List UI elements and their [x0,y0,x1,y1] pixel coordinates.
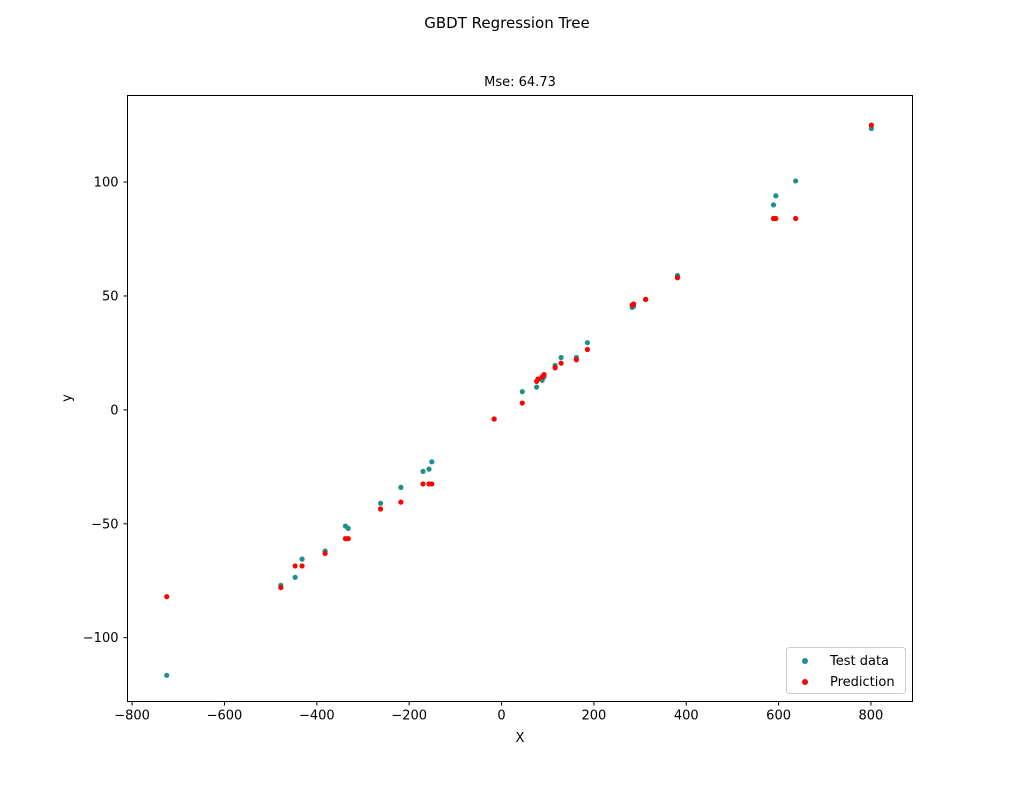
x-tick-label: 800 [859,709,884,724]
point-test-data [584,340,591,346]
point-prediction [643,296,649,302]
x-axis-ticks: −800 −600 −400 −200 0 200 400 600 800 [114,701,884,724]
x-axis-label: X [516,731,525,746]
point-prediction [491,416,497,422]
point-test-data [345,525,351,531]
point-prediction [278,584,284,591]
point-prediction [377,506,384,512]
point-test-data [426,466,432,472]
legend: Test data Prediction [786,647,906,694]
point-test-data [534,384,540,390]
point-prediction [398,499,404,505]
point-test-data [519,389,525,395]
point-prediction [552,365,558,371]
point-test-data [398,484,404,490]
point-test-data [420,468,426,475]
y-tick-label: 0 [110,403,118,418]
point-prediction [558,360,564,366]
x-tick-label: 200 [581,709,606,724]
x-tick-label: −600 [207,709,243,724]
point-test-data [793,178,799,184]
legend-marker-test-data [802,658,808,664]
point-prediction [674,275,681,281]
axes-frame [127,95,913,702]
point-prediction [420,481,426,487]
point-prediction [573,357,579,363]
x-tick-label: 0 [497,709,505,724]
point-test-data [773,193,779,199]
point-test-data [770,202,777,208]
y-tick-label: −50 [91,517,118,532]
point-prediction [322,550,328,557]
point-prediction [868,122,875,128]
point-test-data [377,500,384,506]
point-prediction [535,376,541,382]
y-tick-label: 100 [94,176,119,191]
legend-label-test-data: Test data [829,654,889,669]
y-tick-label: 50 [102,289,119,304]
x-tick-label: −800 [114,709,150,724]
x-tick-label: −400 [299,709,335,724]
figure-suptitle: GBDT Regression Tree [424,14,589,32]
legend-label-prediction: Prediction [830,675,895,690]
point-prediction [519,400,525,406]
point-test-data [164,672,170,678]
point-prediction [584,346,591,353]
legend-box [786,647,906,694]
point-prediction [429,481,435,487]
x-tick-label: 400 [674,709,699,724]
point-test-data [429,459,435,465]
point-test-data [299,556,305,562]
point-prediction [630,301,637,307]
data-points [164,122,875,678]
point-prediction [164,594,170,600]
point-prediction [541,371,547,378]
point-prediction [292,563,298,569]
y-axis-label: y [60,394,75,402]
y-axis-ticks: −100 −50 0 50 100 [83,176,128,646]
point-test-data [558,354,564,361]
point-prediction [299,563,305,569]
x-tick-label: −200 [391,709,427,724]
point-prediction [793,215,799,222]
point-prediction [773,215,779,222]
axes-title: Mse: 64.73 [484,75,556,90]
point-prediction [345,536,351,542]
x-tick-label: 600 [766,709,791,724]
legend-marker-prediction [802,679,808,685]
y-tick-label: −100 [83,631,119,646]
point-test-data [292,574,298,580]
